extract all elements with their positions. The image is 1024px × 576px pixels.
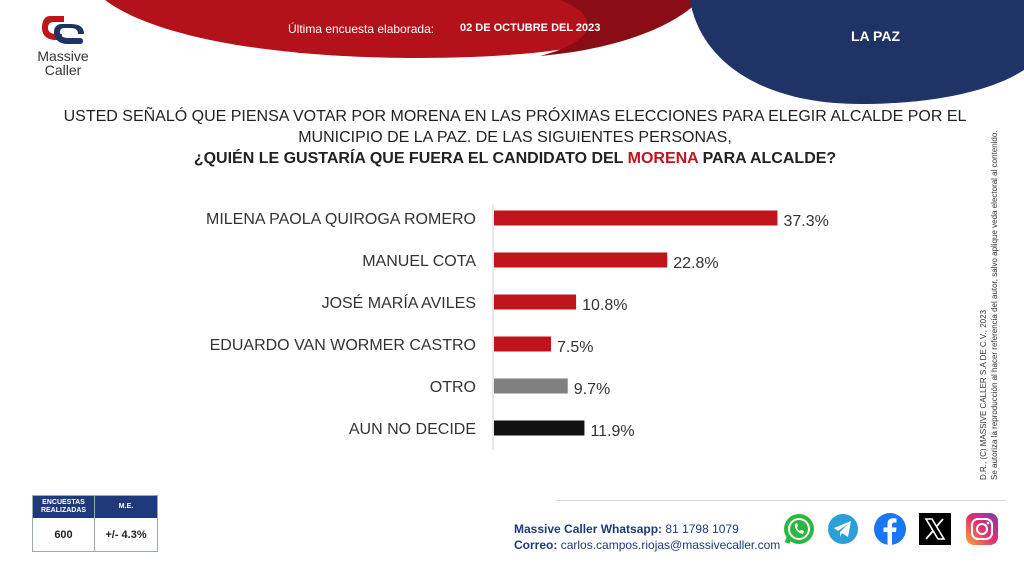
email-address[interactable]: carlos.campos.riojas@massivecaller.com — [560, 538, 781, 552]
region-label: LA PAZ — [851, 28, 900, 44]
header-red-swoosh — [105, 0, 700, 58]
category-label: MILENA PAOLA QUIROGA ROMERO — [206, 211, 476, 228]
category-label: AUN NO DECIDE — [349, 421, 476, 438]
question-line-2: MUNICIPIO DE LA PAZ. DE LAS SIGUIENTES P… — [298, 129, 732, 146]
email-label: Correo: — [514, 538, 558, 552]
category-label: EDUARDO VAN WORMER CASTRO — [210, 337, 476, 354]
header-red-shade — [540, 0, 700, 56]
stats-value-surveys: 600 — [33, 518, 95, 552]
bar-value-label: 37.3% — [783, 213, 828, 230]
copyright-line-2: Se autoriza la reproducción al hacer ref… — [990, 130, 999, 480]
stats-value-margin: +/- 4.3% — [105, 529, 147, 541]
whatsapp-number: 81 1798 1079 — [665, 522, 739, 536]
bar — [494, 378, 568, 394]
instagram-icon[interactable] — [965, 512, 999, 546]
category-label: JOSÉ MARÍA AVILES — [322, 293, 476, 312]
stats-header-margin: M.E. — [118, 503, 134, 510]
header-navy-swoosh — [690, 0, 1024, 104]
facebook-icon[interactable] — [873, 512, 907, 546]
massive-caller-logo-icon — [42, 16, 84, 44]
bar — [494, 252, 668, 268]
survey-date-label: Última encuesta elaborada: — [288, 22, 435, 36]
header-banner — [105, 0, 1024, 104]
category-label: OTRO — [430, 379, 476, 396]
question-line-3-post: PARA ALCALDE? — [698, 150, 837, 167]
contact-info: Massive Caller Whatsapp: 81 1798 1079 Co… — [514, 521, 780, 553]
footer-divider — [556, 500, 1006, 501]
whatsapp-label: Massive Caller Whatsapp: — [514, 522, 663, 536]
x-icon[interactable] — [918, 512, 952, 546]
question-line-3-pre: ¿QUIÉN LE GUSTARÍA QUE FUERA EL CANDIDAT… — [193, 150, 628, 167]
copyright-line-1: D.R., (C) MASSIVE CALLER S.A DE C.V., 20… — [979, 310, 988, 480]
bar — [494, 210, 778, 226]
bar-chart: MILENA PAOLA QUIROGA ROMERO 37.3% MANUEL C… — [206, 204, 829, 450]
bar — [494, 420, 585, 436]
survey-stats-table: ENCUESTAS REALIZADAS M.E. 600 +/- 4.3% — [32, 495, 158, 552]
copyright-notice: D.R., (C) MASSIVE CALLER S.A DE C.V., 20… — [978, 120, 1002, 480]
survey-date: 02 DE OCTUBRE DEL 2023 — [460, 22, 601, 34]
stats-header-surveys: ENCUESTAS REALIZADAS — [33, 496, 95, 518]
question-party-highlight: MORENA — [627, 150, 699, 167]
bar-value-label: 7.5% — [557, 339, 593, 356]
bar — [494, 294, 577, 310]
bar-value-label: 9.7% — [574, 381, 610, 398]
bar-value-label: 11.9% — [590, 423, 634, 440]
whatsapp-icon[interactable] — [782, 512, 816, 546]
bar — [494, 336, 551, 352]
logo-text-massive: Massive — [37, 48, 89, 64]
question-line-3: ¿QUIÉN LE GUSTARÍA QUE FUERA EL CANDIDAT… — [40, 148, 990, 169]
bar-value-label: 22.8% — [673, 255, 718, 272]
category-label: MANUEL COTA — [362, 253, 476, 270]
question-line-1: USTED SEÑALÓ QUE PIENSA VOTAR POR MORENA… — [63, 108, 967, 125]
logo-text-caller: Caller — [44, 62, 82, 78]
survey-question: USTED SEÑALÓ QUE PIENSA VOTAR POR MORENA… — [40, 106, 990, 169]
telegram-icon[interactable] — [826, 512, 860, 546]
massive-caller-logo: Massive Caller — [30, 12, 100, 78]
bar-value-label: 10.8% — [582, 297, 627, 314]
